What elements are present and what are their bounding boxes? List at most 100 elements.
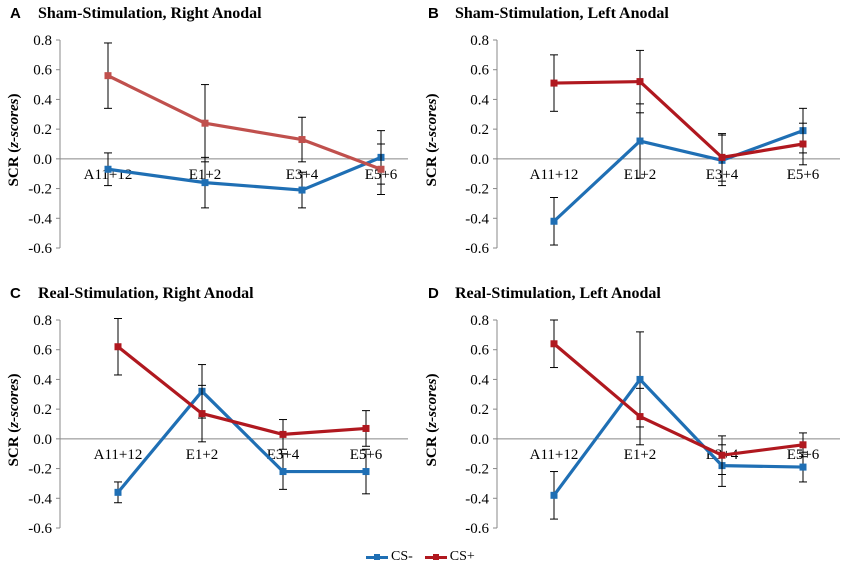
series-line bbox=[552, 342, 804, 457]
y-axis-label: SCR (z-scores) bbox=[424, 374, 440, 467]
data-point bbox=[279, 430, 287, 438]
chart-panel-d: D Real-Stimulation, Left Anodal 0.8 0.6 0.4 0… bbox=[424, 285, 840, 537]
y-tick-label: 0.0 bbox=[33, 432, 52, 448]
y-tick-label: -0.4 bbox=[28, 211, 52, 227]
y-tick-label: 0.0 bbox=[33, 152, 52, 168]
y-axis-label: SCR (z-scores) bbox=[6, 374, 22, 467]
y-tick-label: 0.6 bbox=[470, 343, 489, 359]
legend-item-cs-plus: CS+ bbox=[424, 549, 475, 565]
series-cs-minus bbox=[104, 130, 385, 209]
y-tick-label: -0.2 bbox=[28, 182, 52, 198]
series-cs-plus bbox=[550, 49, 807, 182]
data-point bbox=[718, 451, 726, 459]
legend-label-cs-plus: CS+ bbox=[449, 549, 475, 564]
legend-item-cs-minus: CS- bbox=[366, 549, 413, 565]
y-tick-label: 0.8 bbox=[470, 313, 489, 329]
chart-panel-a: A Sham-Stimulation, Right Anodal 0.8 0.6 0.4… bbox=[6, 5, 408, 257]
data-point bbox=[114, 488, 122, 496]
x-tick-label: E1+2 bbox=[624, 447, 657, 463]
series-line bbox=[553, 79, 804, 159]
y-tick-label: -0.2 bbox=[28, 462, 52, 478]
y-tick-label: 0.6 bbox=[33, 63, 52, 79]
x-tick-label: A11+12 bbox=[94, 447, 143, 463]
chart-title: Sham-Stimulation, Right Anodal bbox=[38, 5, 262, 22]
data-point bbox=[550, 79, 558, 87]
x-tick-label: A11+12 bbox=[530, 167, 579, 183]
y-tick-label: -0.6 bbox=[28, 521, 52, 537]
data-point bbox=[104, 72, 112, 80]
data-point bbox=[636, 137, 644, 145]
y-tick-label: 0.6 bbox=[470, 63, 489, 79]
series-line bbox=[552, 129, 804, 223]
data-point bbox=[362, 468, 370, 476]
panel-letter: C bbox=[10, 285, 21, 302]
series-line bbox=[552, 377, 804, 497]
data-point bbox=[718, 153, 726, 161]
y-tick-label: -0.4 bbox=[465, 211, 489, 227]
y-tick-label: 0.8 bbox=[33, 313, 52, 329]
series-cs-minus bbox=[550, 103, 807, 246]
data-point bbox=[298, 186, 306, 194]
y-axis-label: SCR (z-scores) bbox=[6, 94, 22, 187]
series-line bbox=[116, 389, 366, 494]
data-point bbox=[201, 119, 209, 127]
data-point bbox=[550, 340, 558, 348]
chart-title: Sham-Stimulation, Left Anodal bbox=[455, 5, 669, 22]
x-tick-label: A11+12 bbox=[530, 447, 579, 463]
panel-letter: A bbox=[10, 5, 21, 22]
data-point bbox=[114, 343, 122, 351]
chart-panel-c: C Real-Stimulation, Right Anodal 0.8 0.6 0.4… bbox=[6, 285, 408, 537]
series-line bbox=[107, 155, 382, 192]
data-point bbox=[799, 463, 807, 471]
x-tick-label: E5+6 bbox=[787, 167, 820, 183]
y-tick-label: 0.8 bbox=[33, 33, 52, 49]
data-point bbox=[201, 179, 209, 187]
data-point bbox=[550, 491, 558, 499]
y-tick-label: -0.6 bbox=[465, 521, 489, 537]
y-tick-label: 0.4 bbox=[470, 372, 489, 388]
y-tick-label: 0.2 bbox=[33, 122, 52, 138]
data-point bbox=[198, 410, 206, 418]
y-tick-label: 0.2 bbox=[33, 402, 52, 418]
y-tick-label: -0.4 bbox=[465, 491, 489, 507]
y-tick-label: 0.4 bbox=[33, 372, 52, 388]
legend-label-cs-minus: CS- bbox=[391, 549, 413, 564]
y-tick-label: -0.6 bbox=[28, 241, 52, 257]
y-tick-label: -0.2 bbox=[465, 182, 489, 198]
panel-letter: B bbox=[428, 5, 439, 22]
x-tick-label: E1+2 bbox=[186, 447, 219, 463]
data-point bbox=[799, 441, 807, 449]
y-tick-label: 0.0 bbox=[470, 432, 489, 448]
data-point bbox=[377, 165, 385, 173]
data-point bbox=[636, 78, 644, 86]
series-line bbox=[107, 74, 382, 171]
y-tick-label: -0.2 bbox=[465, 462, 489, 478]
panel-letter: D bbox=[428, 285, 439, 302]
data-point bbox=[362, 424, 370, 432]
y-axis-label: SCR (z-scores) bbox=[424, 94, 440, 187]
y-tick-label: 0.0 bbox=[470, 152, 489, 168]
y-tick-label: 0.4 bbox=[470, 92, 489, 108]
chart-panel-b: B Sham-Stimulation, Left Anodal 0.8 0.6 0.4 0… bbox=[424, 5, 840, 257]
data-point bbox=[799, 140, 807, 148]
y-tick-label: 0.8 bbox=[470, 33, 489, 49]
data-point bbox=[636, 375, 644, 383]
series-cs-minus bbox=[114, 364, 370, 504]
data-point bbox=[636, 413, 644, 421]
series-cs-plus bbox=[104, 42, 385, 196]
y-tick-label: -0.6 bbox=[465, 241, 489, 257]
chart-title: Real-Stimulation, Left Anodal bbox=[455, 285, 661, 302]
y-tick-label: -0.4 bbox=[28, 491, 52, 507]
data-point bbox=[298, 136, 306, 144]
data-point bbox=[550, 217, 558, 225]
series-line bbox=[117, 345, 367, 436]
legend-swatch-cs-plus bbox=[424, 552, 447, 562]
legend: CS- CS+ bbox=[366, 548, 487, 566]
series-cs-minus bbox=[550, 331, 807, 520]
data-point bbox=[279, 468, 287, 476]
y-tick-label: 0.2 bbox=[470, 402, 489, 418]
data-point bbox=[104, 165, 112, 173]
series-cs-plus bbox=[550, 319, 807, 476]
legend-swatch-cs-minus bbox=[366, 552, 388, 562]
